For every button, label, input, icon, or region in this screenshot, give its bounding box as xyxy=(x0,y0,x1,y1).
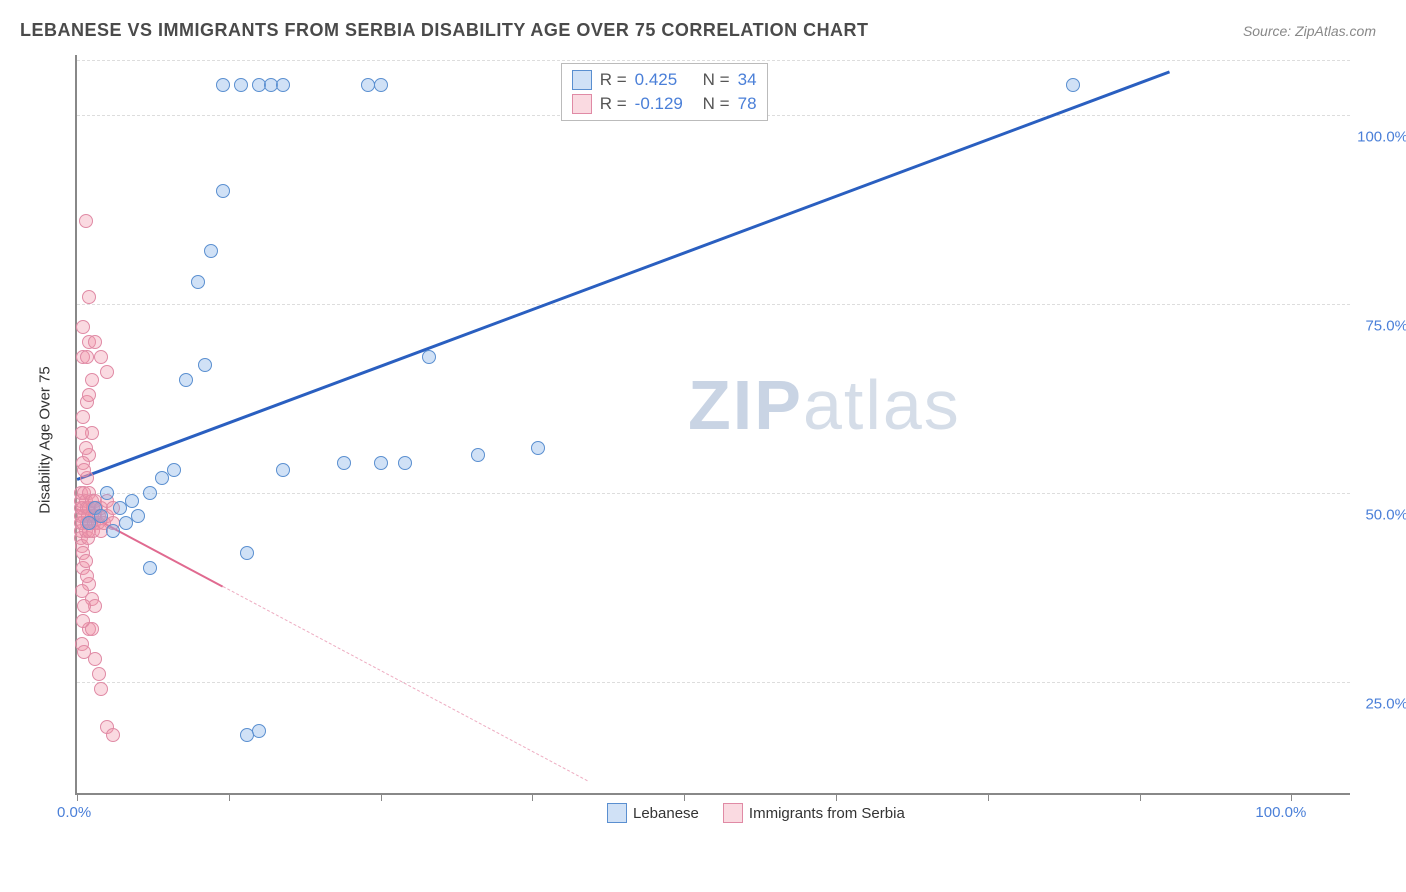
x-tick xyxy=(684,793,685,801)
stats-legend: R = 0.425 N = 34 R = -0.129 N = 78 xyxy=(561,63,768,121)
data-point-serbia xyxy=(82,388,96,402)
x-tick xyxy=(1291,793,1292,801)
stats-n-value: 34 xyxy=(738,70,757,90)
x-tick-label: 100.0% xyxy=(1255,804,1306,821)
data-point-serbia xyxy=(106,728,120,742)
data-point-serbia xyxy=(92,667,106,681)
data-point-lebanese xyxy=(216,184,230,198)
y-tick-label: 25.0% xyxy=(1353,695,1406,712)
x-tick-label: 0.0% xyxy=(57,804,91,821)
stats-r-value: 0.425 xyxy=(635,70,695,90)
regression-line-lebanese xyxy=(77,70,1171,480)
gridline-h xyxy=(77,682,1350,683)
data-point-serbia xyxy=(79,554,93,568)
legend-item-lebanese: Lebanese xyxy=(607,803,699,823)
data-point-serbia xyxy=(76,320,90,334)
data-point-lebanese xyxy=(1066,78,1080,92)
legend-item-serbia: Immigrants from Serbia xyxy=(723,803,905,823)
data-point-lebanese xyxy=(167,463,181,477)
data-point-serbia xyxy=(88,335,102,349)
stats-r-label: R = xyxy=(600,70,627,90)
data-point-lebanese xyxy=(422,350,436,364)
x-tick xyxy=(229,793,230,801)
chart-title: LEBANESE VS IMMIGRANTS FROM SERBIA DISAB… xyxy=(20,20,869,41)
data-point-serbia xyxy=(80,569,94,583)
data-point-lebanese xyxy=(531,441,545,455)
chart-header: LEBANESE VS IMMIGRANTS FROM SERBIA DISAB… xyxy=(0,0,1406,51)
data-point-lebanese xyxy=(240,546,254,560)
data-point-lebanese xyxy=(204,244,218,258)
gridline-h xyxy=(77,60,1350,61)
data-point-serbia xyxy=(79,214,93,228)
data-point-lebanese xyxy=(100,486,114,500)
data-point-lebanese xyxy=(276,463,290,477)
y-tick-label: 75.0% xyxy=(1353,318,1406,335)
data-point-lebanese xyxy=(398,456,412,470)
stats-n-label: N = xyxy=(703,70,730,90)
data-point-serbia xyxy=(76,410,90,424)
stats-n-label: N = xyxy=(703,94,730,114)
data-point-serbia xyxy=(79,441,93,455)
legend-label: Immigrants from Serbia xyxy=(749,805,905,822)
x-tick xyxy=(77,793,78,801)
data-point-lebanese xyxy=(94,509,108,523)
data-point-serbia xyxy=(82,290,96,304)
data-point-serbia xyxy=(94,682,108,696)
stats-row-lebanese: R = 0.425 N = 34 xyxy=(572,68,757,92)
legend-label: Lebanese xyxy=(633,805,699,822)
chart-area: Disability Age Over 75 ZIPatlas 25.0%50.… xyxy=(50,55,1350,825)
x-tick xyxy=(1140,793,1141,801)
legend-swatch-serbia xyxy=(572,94,592,114)
data-point-serbia xyxy=(100,365,114,379)
y-axis-label: Disability Age Over 75 xyxy=(37,366,54,514)
data-point-lebanese xyxy=(179,373,193,387)
data-point-lebanese xyxy=(143,486,157,500)
data-point-serbia xyxy=(75,584,89,598)
x-tick xyxy=(836,793,837,801)
data-point-serbia xyxy=(77,599,91,613)
data-point-lebanese xyxy=(252,724,266,738)
data-point-serbia xyxy=(94,350,108,364)
data-point-serbia xyxy=(77,463,91,477)
data-point-lebanese xyxy=(276,78,290,92)
data-point-lebanese xyxy=(216,78,230,92)
chart-source: Source: ZipAtlas.com xyxy=(1243,23,1376,39)
data-point-lebanese xyxy=(374,78,388,92)
data-point-lebanese xyxy=(198,358,212,372)
data-point-lebanese xyxy=(234,78,248,92)
data-point-lebanese xyxy=(471,448,485,462)
stats-r-value: -0.129 xyxy=(635,94,695,114)
data-point-lebanese xyxy=(125,494,139,508)
y-tick-label: 100.0% xyxy=(1353,129,1406,146)
scatter-plot: ZIPatlas 25.0%50.0%75.0%100.0%0.0%100.0%… xyxy=(75,55,1350,795)
data-point-lebanese xyxy=(337,456,351,470)
gridline-h xyxy=(77,304,1350,305)
regression-line-serbia-extrapolated xyxy=(222,586,587,781)
legend-swatch-serbia xyxy=(723,803,743,823)
stats-n-value: 78 xyxy=(738,94,757,114)
legend-swatch-lebanese xyxy=(572,70,592,90)
data-point-lebanese xyxy=(143,561,157,575)
legend-swatch-lebanese xyxy=(607,803,627,823)
y-tick-label: 50.0% xyxy=(1353,506,1406,523)
data-point-serbia xyxy=(80,350,94,364)
x-tick xyxy=(381,793,382,801)
data-point-serbia xyxy=(76,614,90,628)
data-point-serbia xyxy=(85,373,99,387)
gridline-h xyxy=(77,493,1350,494)
data-point-lebanese xyxy=(131,509,145,523)
data-point-lebanese xyxy=(191,275,205,289)
stats-r-label: R = xyxy=(600,94,627,114)
stats-row-serbia: R = -0.129 N = 78 xyxy=(572,92,757,116)
x-tick xyxy=(532,793,533,801)
data-point-serbia xyxy=(75,426,89,440)
data-point-serbia xyxy=(77,645,91,659)
x-tick xyxy=(988,793,989,801)
data-point-lebanese xyxy=(374,456,388,470)
watermark: ZIPatlas xyxy=(688,365,961,445)
series-legend: Lebanese Immigrants from Serbia xyxy=(607,803,905,823)
